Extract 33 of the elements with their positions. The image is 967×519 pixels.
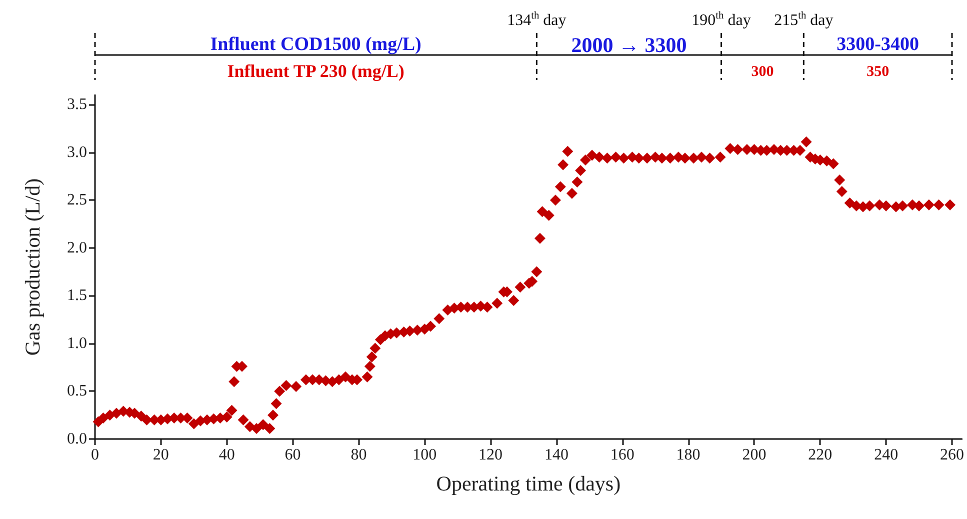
x-tick-label: 180 (676, 446, 700, 464)
annotation: 190$^{th}$ day (692, 10, 751, 29)
text: 3300-3400 (836, 34, 919, 55)
x-tick-label: 200 (742, 446, 766, 464)
annotation: 215$^{th}$ day (774, 10, 834, 29)
annotation: 134$^{th}$ day (507, 10, 566, 29)
text: 350 (866, 64, 890, 80)
y-tick-label: 1.0 (67, 334, 87, 352)
y-tick-label: 3.5 (67, 96, 87, 114)
text: 300 (751, 64, 774, 80)
x-tick-label: 220 (808, 446, 832, 464)
x-tick-label: 120 (478, 446, 503, 464)
x-axis-title: Operating time (days) (436, 472, 621, 496)
y-axis-title: Gas production (L/d) (20, 178, 44, 356)
text: Influent TP 230 (mg/L) (227, 61, 404, 81)
x-tick-label: 40 (218, 446, 235, 464)
x-tick-label: 60 (284, 446, 301, 464)
y-tick-label: 0.5 (67, 382, 87, 400)
x-tick-label: 260 (940, 446, 964, 464)
x-tick-label: 20 (152, 446, 169, 464)
y-tick-label: 1.5 (67, 287, 87, 304)
x-tick-label: 100 (412, 446, 437, 464)
text: Influent COD1500 (mg/L) (210, 34, 422, 55)
y-tick-label: 0.0 (67, 430, 87, 448)
y-tick-label: 3.0 (67, 144, 87, 161)
x-tick-label: 140 (544, 446, 568, 464)
x-tick-label: 80 (350, 446, 367, 464)
x-tick-label: 160 (610, 446, 634, 464)
y-tick-label: 2.0 (67, 239, 87, 256)
y-tick-label: 2.5 (67, 192, 87, 209)
x-tick-label: 0 (91, 446, 99, 464)
x-tick-label: 240 (874, 446, 898, 464)
text: 2000 → 3300 (571, 33, 687, 57)
